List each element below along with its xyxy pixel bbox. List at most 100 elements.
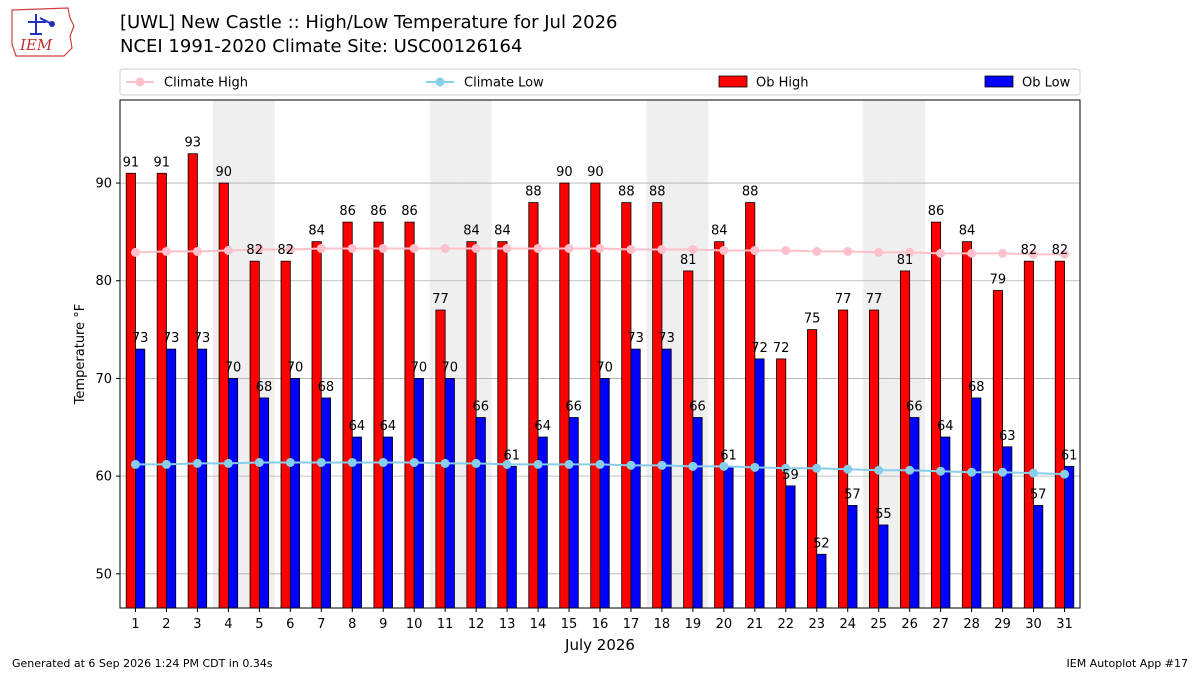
ob-low-bar-1 bbox=[135, 348, 146, 609]
ob-low-bar-7 bbox=[320, 397, 331, 609]
legend: Climate High Climate Low Ob High Ob Low bbox=[119, 68, 1081, 96]
ob-high-bar-25 bbox=[869, 309, 880, 609]
climate-high-point-5 bbox=[254, 244, 264, 254]
ob-low-label-22: 59 bbox=[782, 468, 799, 483]
ob-high-label-31: 82 bbox=[1052, 243, 1069, 258]
climate-low-point-18 bbox=[657, 460, 667, 470]
ob-high-label-29: 79 bbox=[990, 273, 1007, 288]
climate-low-point-10 bbox=[409, 457, 419, 467]
ob-high-bar-11 bbox=[435, 309, 446, 609]
ob-high-label-5: 82 bbox=[246, 243, 263, 258]
x-tick-label-22: 22 bbox=[778, 617, 795, 632]
climate-low-point-23 bbox=[812, 463, 822, 473]
ob-high-bar-31 bbox=[1054, 260, 1065, 609]
ob-high-label-12: 84 bbox=[463, 224, 480, 239]
ob-high-label-18: 88 bbox=[649, 185, 666, 200]
climate-low-point-27 bbox=[936, 466, 946, 476]
ob-high-label-6: 82 bbox=[277, 243, 294, 258]
climate-low-point-26 bbox=[905, 465, 915, 475]
ob-low-label-23: 52 bbox=[813, 536, 830, 551]
ob-low-label-20: 61 bbox=[720, 448, 737, 463]
ob-high-bar-26 bbox=[899, 270, 911, 609]
ob-high-bar-3 bbox=[187, 153, 198, 609]
climate-high-point-14 bbox=[533, 243, 543, 253]
x-tick-label-25: 25 bbox=[870, 617, 887, 632]
climate-low-point-9 bbox=[378, 457, 388, 467]
ob-low-bar-5 bbox=[258, 397, 270, 609]
ob-low-bar-16 bbox=[599, 378, 610, 609]
y-tick-label-60: 60 bbox=[95, 470, 112, 485]
ob-low-bar-18 bbox=[661, 348, 672, 609]
climate-high-point-17 bbox=[626, 244, 636, 254]
ob-high-label-7: 84 bbox=[308, 224, 325, 239]
ob-low-label-26: 66 bbox=[906, 400, 923, 415]
climate-high-point-1 bbox=[130, 247, 140, 257]
ob-high-label-17: 88 bbox=[618, 185, 635, 200]
ob-high-label-1: 91 bbox=[123, 155, 140, 170]
ob-low-bar-19 bbox=[692, 417, 703, 609]
ob-low-bar-21 bbox=[754, 358, 765, 609]
ob-low-label-17: 73 bbox=[627, 331, 644, 346]
ob-low-label-18: 73 bbox=[658, 331, 675, 346]
climate-high-point-7 bbox=[316, 243, 326, 253]
x-tick-label-11: 11 bbox=[437, 617, 454, 632]
x-tick-label-10: 10 bbox=[406, 617, 423, 632]
ob-high-label-2: 91 bbox=[154, 155, 171, 170]
climate-high-point-10 bbox=[409, 243, 419, 253]
ob-low-bar-3 bbox=[197, 348, 208, 609]
ob-low-bar-25 bbox=[878, 524, 889, 609]
ob-low-label-3: 73 bbox=[194, 331, 211, 346]
x-tick-label-18: 18 bbox=[654, 617, 671, 632]
climate-high-point-24 bbox=[843, 246, 853, 256]
climate-high-point-9 bbox=[378, 243, 388, 253]
x-tick-label-26: 26 bbox=[901, 617, 918, 632]
ob-high-bar-21 bbox=[745, 202, 756, 609]
climate-high-point-15 bbox=[564, 243, 574, 253]
ob-low-label-19: 66 bbox=[689, 400, 706, 415]
climate-low-point-8 bbox=[347, 457, 357, 467]
x-tick-label-13: 13 bbox=[499, 617, 516, 632]
climate-low-point-29 bbox=[998, 467, 1008, 477]
x-tick-label-24: 24 bbox=[839, 617, 856, 632]
ob-high-label-27: 86 bbox=[928, 204, 945, 219]
ob-low-label-15: 66 bbox=[565, 400, 582, 415]
ob-low-label-2: 73 bbox=[163, 331, 180, 346]
ob-high-bar-29 bbox=[992, 290, 1003, 609]
ob-low-label-30: 57 bbox=[1030, 487, 1047, 502]
legend-ob-low-swatch bbox=[984, 75, 1014, 88]
ob-low-bar-22 bbox=[785, 485, 796, 609]
ob-low-bar-10 bbox=[413, 378, 424, 609]
ob-low-label-4: 70 bbox=[225, 360, 242, 375]
x-tick-label-2: 2 bbox=[162, 617, 170, 632]
legend-ob-high-label: Ob High bbox=[756, 76, 809, 91]
ob-high-label-13: 84 bbox=[494, 224, 511, 239]
climate-high-point-25 bbox=[874, 247, 884, 257]
climate-low-point-11 bbox=[440, 458, 450, 468]
ob-high-bar-9 bbox=[373, 221, 384, 609]
ob-low-bar-17 bbox=[630, 348, 641, 609]
ob-low-label-16: 70 bbox=[596, 360, 613, 375]
logo-text: IEM bbox=[19, 36, 53, 54]
ob-low-label-11: 70 bbox=[442, 360, 459, 375]
y-tick-label-90: 90 bbox=[95, 177, 112, 192]
climate-high-point-27 bbox=[936, 248, 946, 258]
ob-high-label-9: 86 bbox=[370, 204, 387, 219]
x-tick-label-17: 17 bbox=[623, 617, 640, 632]
climate-low-point-13 bbox=[502, 459, 512, 469]
climate-low-point-1 bbox=[130, 459, 140, 469]
legend-ob-high-swatch bbox=[718, 75, 748, 88]
climate-low-point-16 bbox=[595, 459, 605, 469]
ob-high-bar-14 bbox=[528, 202, 539, 609]
ob-high-label-26: 81 bbox=[897, 253, 914, 268]
ob-low-bar-30 bbox=[1033, 505, 1044, 609]
ob-low-label-7: 68 bbox=[318, 380, 335, 395]
climate-high-point-22 bbox=[781, 245, 791, 255]
x-tick-label-3: 3 bbox=[193, 617, 201, 632]
ob-low-label-21: 72 bbox=[751, 341, 768, 356]
x-tick-label-29: 29 bbox=[994, 617, 1011, 632]
legend-ob-low-label: Ob Low bbox=[1022, 76, 1071, 91]
climate-low-point-20 bbox=[719, 461, 729, 471]
ob-high-label-11: 77 bbox=[432, 292, 449, 307]
data-labels: 91 73 91 73 93 73 90 70 82 68 82 70 84 68 86 64 86 64 86 70… bbox=[123, 136, 1078, 552]
